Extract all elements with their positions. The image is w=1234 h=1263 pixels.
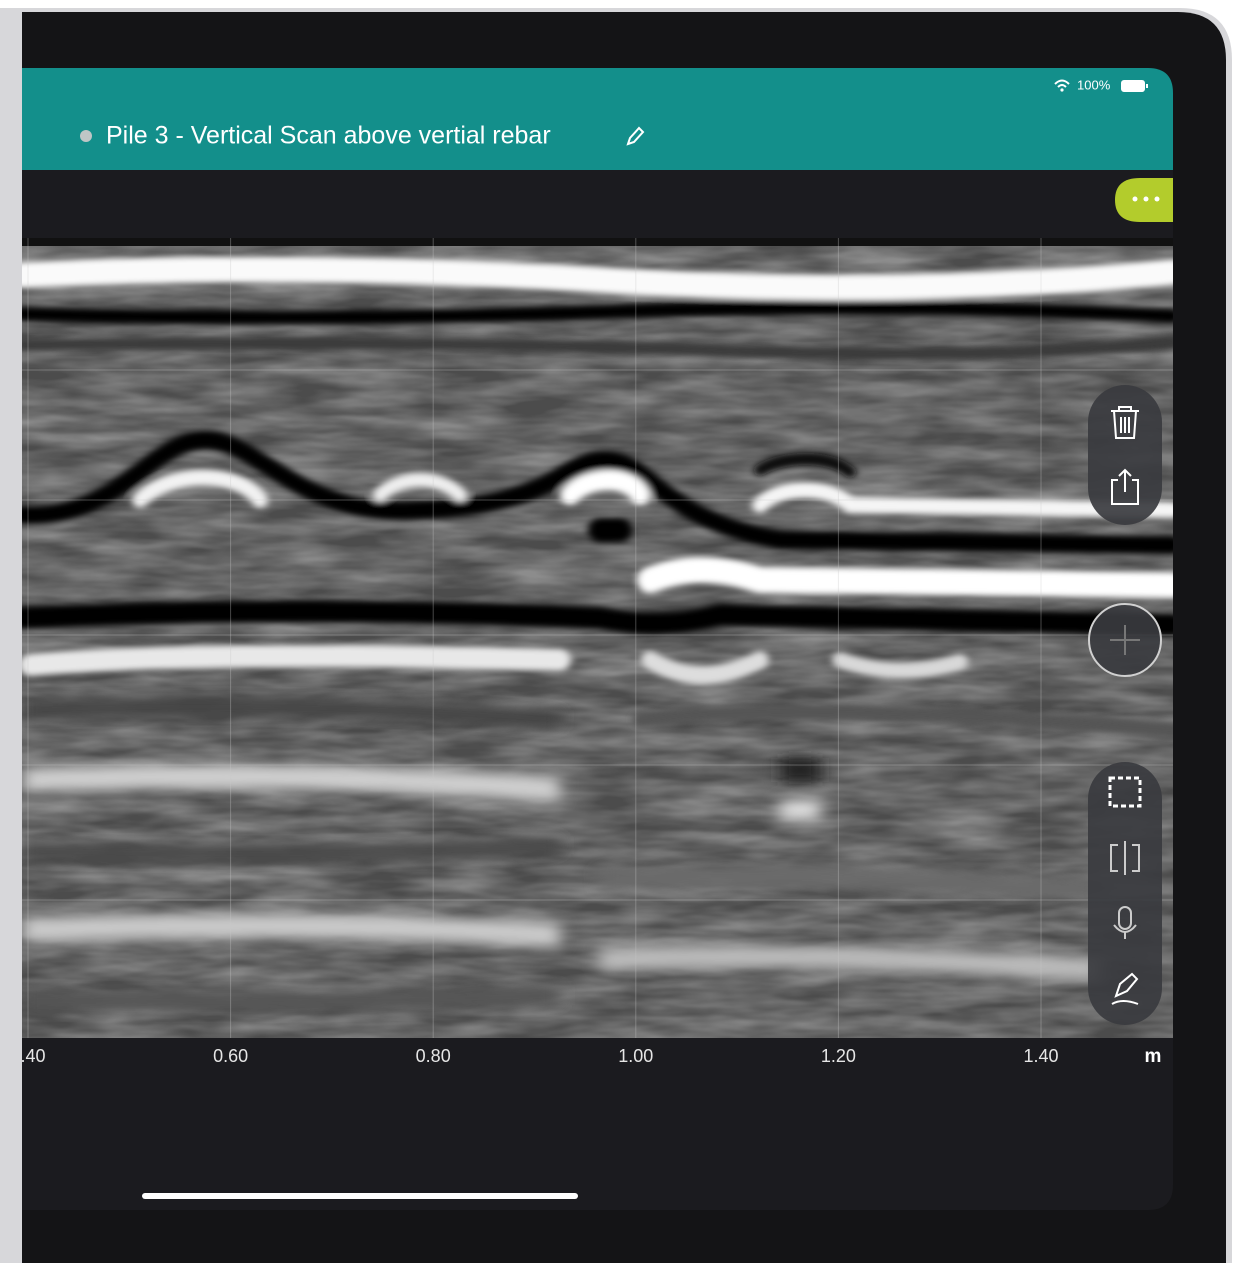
x-tick-label: 1.20 — [821, 1046, 856, 1066]
x-tick-label: 1.40 — [1023, 1046, 1058, 1066]
battery-tip — [1146, 84, 1148, 88]
scan-title[interactable]: Pile 3 - Vertical Scan above vertial reb… — [106, 122, 551, 150]
select-icon[interactable] — [1108, 776, 1142, 808]
axis-unit: m — [1145, 1046, 1162, 1067]
mic-stand — [1113, 924, 1137, 939]
annotate-icon[interactable] — [1111, 972, 1139, 1005]
x-tick-label: 0.60 — [213, 1046, 248, 1066]
x-tick-label: 0.40 — [10, 1046, 45, 1066]
delete-icon[interactable] — [1111, 406, 1139, 439]
battery-text: 100% — [1077, 77, 1111, 92]
x-tick-label: 0.80 — [416, 1046, 451, 1066]
more-dot — [1154, 196, 1160, 202]
mic-icon[interactable] — [1118, 906, 1132, 930]
wifi-dot — [1060, 88, 1064, 92]
more-dot — [1132, 196, 1138, 202]
wifi-icon — [1054, 79, 1070, 88]
x-tick-label: 1.00 — [618, 1046, 653, 1066]
more-dot — [1143, 196, 1149, 202]
share-icon[interactable] — [1111, 468, 1139, 505]
add-icon — [1110, 625, 1140, 655]
split-icon[interactable] — [1110, 841, 1140, 875]
tool-group — [1088, 762, 1162, 1025]
edit-title-icon[interactable] — [626, 126, 645, 146]
header-bar — [22, 68, 1173, 170]
status-dot — [80, 130, 92, 142]
battery-icon — [1121, 80, 1145, 92]
tool-group — [1088, 385, 1162, 525]
gpr-scan — [22, 238, 1173, 1038]
